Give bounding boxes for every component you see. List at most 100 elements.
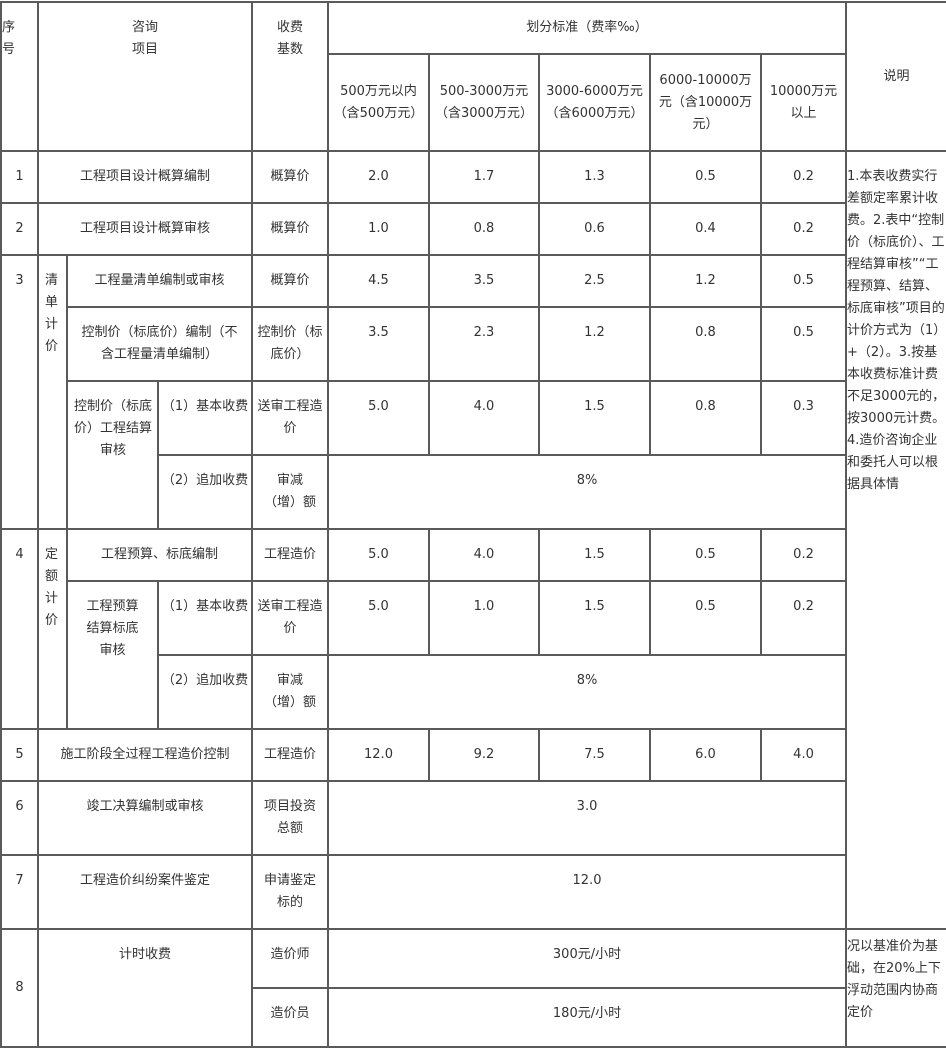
header-tier: 500-3000万元（含3000万元） [428, 53, 540, 152]
table-row: 1 工程项目设计概算编制 概算价 2.0 1.7 1.3 0.5 0.2 1.本… [0, 150, 946, 930]
part: （2）追加收费 [157, 454, 253, 530]
rate: 2.0 [327, 150, 430, 204]
rate: 1.2 [649, 254, 762, 308]
part: （2）追加收费 [157, 654, 253, 730]
item: 计时收费 [37, 928, 253, 1048]
table-row: 造价员 180元/小时 [1, 987, 946, 1048]
rate: 2.5 [538, 254, 651, 308]
rate: 0.6 [538, 202, 651, 256]
seq: 1 [0, 150, 39, 204]
base: 审减（增）额 [251, 654, 329, 730]
rate: 1.7 [428, 150, 540, 204]
rate: 4.5 [327, 254, 430, 308]
rate: 4.0 [428, 528, 540, 582]
rate: 0.2 [759, 528, 848, 582]
base: 控制价（标底价） [251, 306, 329, 382]
rate: 0.5 [649, 528, 762, 582]
rate: 1.0 [327, 202, 430, 256]
notes-continued: 况以基准价为基础，在20%上下浮动范围内协商定价 [845, 928, 946, 1048]
table-row: 2 工程项目设计概算审核 概算价 1.0 0.8 0.6 0.4 0.2 [0, 202, 946, 256]
group: 定额计价 [37, 528, 68, 730]
table-row: 控制价（标底价）工程结算审核 （1）基本收费 送审工程造价 5.0 4.0 1.… [1, 380, 946, 530]
rate: 5.0 [327, 380, 430, 456]
rate: 1.5 [538, 580, 651, 656]
item: 工程项目设计概算编制 [37, 150, 253, 204]
rate: 1.2 [538, 306, 651, 382]
item: 工程造价纠纷案件鉴定 [37, 854, 253, 930]
seq: 5 [0, 728, 39, 782]
header-tier: 3000-6000万元（含6000万元） [538, 53, 651, 152]
rate: 4.0 [428, 380, 540, 456]
table-row: 5 施工阶段全过程工程造价控制 工程造价 12.0 9.2 7.5 6.0 4.… [0, 728, 946, 782]
table-row: （2）追加收费 审减（增）额 8% [1, 454, 946, 530]
rate: 0.8 [428, 202, 540, 256]
rate: 0.8 [649, 306, 762, 382]
rate: 0.5 [759, 306, 848, 382]
base: 送审工程造价 [251, 380, 329, 456]
base: 申请鉴定标的 [251, 854, 329, 930]
rate: 0.3 [759, 380, 848, 456]
table-row: （2）追加收费 审减（增）额 8% [1, 654, 946, 730]
seq: 6 [0, 780, 39, 856]
rate: 1.0 [428, 580, 540, 656]
base: 审减（增）额 [251, 454, 329, 530]
rate: 12.0 [326, 854, 848, 930]
item: 竣工决算编制或审核 [37, 780, 253, 856]
table-row: 6 竣工决算编制或审核 项目投资总额 3.0 [0, 780, 946, 856]
header-seq: 序号 [0, 1, 39, 152]
rate: 6.0 [649, 728, 762, 782]
rate: 180元/小时 [326, 987, 848, 1048]
part: （1）基本收费 [157, 580, 253, 656]
seq: 3 [0, 254, 39, 530]
rate: 1.5 [538, 380, 651, 456]
rate: 5.0 [327, 528, 430, 582]
rate: 12.0 [327, 728, 430, 782]
item: 控制价（标底价）工程结算审核 [66, 380, 159, 530]
base: 造价师 [251, 928, 329, 989]
item: 工程预算、标底编制 [66, 528, 253, 582]
base: 送审工程造价 [251, 580, 329, 656]
rate: 9.2 [428, 728, 540, 782]
rate: 2.3 [428, 306, 540, 382]
rate: 8% [326, 454, 848, 530]
header-item: 咨询项目 [37, 1, 253, 152]
base: 概算价 [251, 150, 329, 204]
rate: 300元/小时 [326, 928, 848, 989]
base: 工程造价 [251, 728, 329, 782]
table-row: 4 定额计价 工程预算、标底编制 工程造价 5.0 4.0 1.5 0.5 0.… [0, 528, 946, 730]
rate: 0.2 [759, 202, 848, 256]
rate: 4.0 [759, 728, 848, 782]
table-row: 8 计时收费 造价师 300元/小时 况以基准价为基础，在20%上下浮动范围内协… [0, 928, 946, 1048]
seq: 8 [0, 928, 39, 1048]
part: （1）基本收费 [157, 380, 253, 456]
base: 造价员 [251, 987, 329, 1048]
rate: 0.5 [649, 580, 762, 656]
base: 项目投资总额 [251, 780, 329, 856]
table-row: 7 工程造价纠纷案件鉴定 申请鉴定标的 12.0 [0, 854, 946, 930]
rate: 0.5 [649, 150, 762, 204]
rate: 5.0 [327, 580, 430, 656]
item: 工程量清单编制或审核 [66, 254, 253, 308]
rate: 7.5 [538, 728, 651, 782]
header-tier: 6000-10000万元（含10000万元） [649, 53, 762, 152]
rate: 0.2 [759, 150, 848, 204]
seq: 2 [0, 202, 39, 256]
item: 施工阶段全过程工程造价控制 [37, 728, 253, 782]
table-row: 3 清单计价 工程量清单编制或审核 概算价 4.5 3.5 2.5 1.2 0.… [0, 254, 946, 530]
rate: 1.3 [538, 150, 651, 204]
seq: 4 [0, 528, 39, 730]
base: 概算价 [251, 254, 329, 308]
base: 概算价 [251, 202, 329, 256]
item: 控制价（标底价）编制（不含工程量清单编制） [66, 306, 253, 382]
notes: 1.本表收费实行差额定率累计收费。2.表中“控制价（标底价）、工程结算审核”“工… [845, 150, 946, 930]
rate: 3.5 [428, 254, 540, 308]
item: 工程预算结算标底审核 [66, 580, 159, 730]
header-base: 收费基数 [251, 1, 329, 152]
header-tier: 500万元以内（含500万元） [327, 53, 430, 152]
rate: 0.4 [649, 202, 762, 256]
rate: 0.2 [759, 580, 848, 656]
rate: 1.5 [538, 528, 651, 582]
header-note: 说明 [845, 1, 946, 152]
header-criteria: 划分标准（费率‰） [326, 1, 848, 55]
